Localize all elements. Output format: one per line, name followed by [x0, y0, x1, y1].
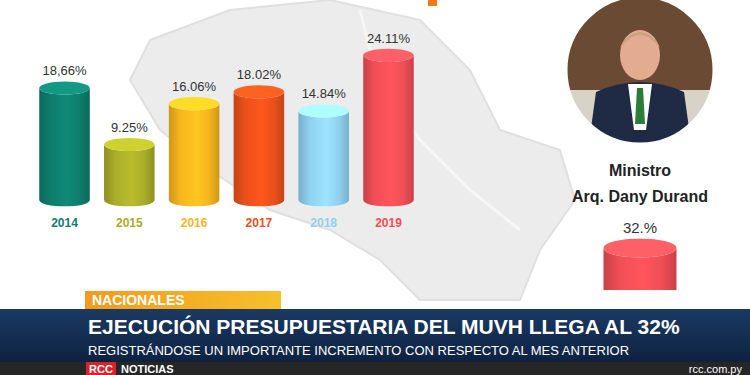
chart-1: Ministro Arq. Dany Durand 32.%: [572, 162, 708, 299]
bar: [39, 88, 90, 207]
news-banner: NACIONALES EJECUCIÓN PRESUPUESTARIA DEL M…: [0, 291, 750, 375]
subheadline: REGISTRÁNDOSE UN IMPORTANTE INCREMENTO C…: [88, 343, 629, 358]
bar-cap: [363, 49, 414, 62]
section-label: NACIONALES: [92, 292, 185, 308]
x-tick: 2016: [181, 214, 208, 230]
x-tick: 2019: [375, 214, 402, 230]
chart-0: 18,66%9.25%16.06%18.02%14.84%24.11%20142…: [26, 31, 429, 230]
x-tick-label: 2016: [181, 216, 208, 230]
chart-subtitle: Arq. Dany Durand: [572, 188, 708, 205]
map-shape: [130, 0, 575, 300]
x-tick: 2015: [116, 214, 143, 230]
x-tick: 2014: [51, 214, 78, 230]
portrait-head: [620, 30, 660, 80]
background: [0, 0, 750, 375]
portrait-tie: [635, 88, 645, 124]
data-label: 32.%: [623, 219, 657, 236]
bar-cap: [298, 104, 349, 117]
bar-cap: [234, 85, 285, 98]
x-tick-label: 2018: [310, 216, 337, 230]
chart-canvas: 18,66%9.25%16.06%18.02%14.84%24.11%20142…: [0, 0, 750, 375]
x-tick: 2017: [246, 214, 273, 230]
headline-box: [0, 309, 750, 362]
x-tick-label: 2014: [51, 216, 78, 230]
portrait-bg: [560, 0, 720, 150]
corner-accent: [428, 0, 437, 6]
portrait-suit: [588, 82, 692, 150]
portrait-shirt: [628, 84, 652, 130]
bar: [169, 104, 220, 207]
portrait-border: [566, 0, 714, 144]
bar: [104, 145, 155, 207]
logo-brand: RCC: [89, 363, 113, 375]
x-axis: 2014 2015 2016 2017 2018 2019: [26, 214, 429, 230]
data-label: 18.02%: [237, 67, 282, 82]
data-label: 24.11%: [367, 31, 411, 46]
bars: [39, 49, 413, 207]
bars: [603, 239, 676, 290]
x-axis-line: [26, 214, 429, 215]
bar: [298, 111, 349, 207]
x-tick-label: 2017: [246, 216, 273, 230]
data-label: 14.84%: [302, 86, 347, 101]
logo-box: [86, 362, 116, 375]
map-river: [360, 10, 520, 230]
data-label: 18,66%: [42, 63, 87, 78]
headline: EJECUCIÓN PRESUPUESTARIA DEL MUVH LLEGA …: [88, 315, 680, 338]
bar-cap: [39, 81, 90, 94]
x-tick-label: 2019: [375, 216, 402, 230]
x-tick: 2018: [310, 214, 337, 230]
data-label: 9.25%: [111, 120, 148, 135]
website: rcc.com.py: [689, 363, 743, 375]
data-label: 16.06%: [172, 79, 217, 94]
bar-cap: [104, 138, 155, 151]
bar: [363, 55, 414, 206]
bar: [234, 92, 285, 207]
portrait-hair: [620, 32, 660, 48]
ticker-strip: [0, 362, 750, 375]
bar-cap: [603, 239, 676, 258]
logo-text: NOTICIAS: [121, 363, 174, 375]
chart-title: Ministro: [609, 162, 671, 179]
section-box: [85, 291, 281, 309]
bar-cap: [169, 97, 220, 110]
x-tick-label: 2015: [116, 216, 143, 230]
portrait: [560, 0, 720, 150]
